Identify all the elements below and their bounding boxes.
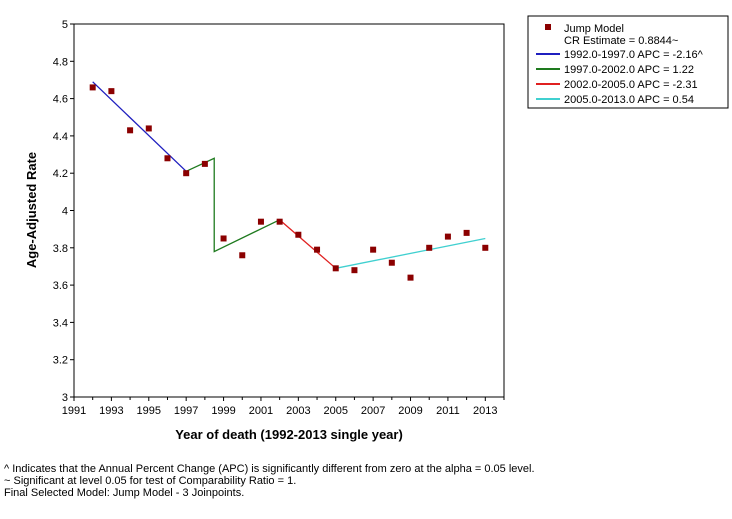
y-tick-label: 4.6 [53,94,68,106]
x-tick-label: 1991 [62,405,86,417]
data-point [201,160,208,167]
y-tick-label: 4.8 [53,56,68,68]
legend-label-segment-1: 1992.0-1997.0 APC = -2.16^ [564,49,704,61]
y-tick-label: 4.2 [53,168,68,180]
footnote-model: Final Selected Model: Jump Model - 3 Joi… [4,487,245,499]
data-point [444,233,451,240]
data-point [239,252,246,259]
data-point [332,265,339,272]
data-point [127,127,134,134]
legend-label-segment-2: 1997.0-2002.0 APC = 1.22 [564,64,694,76]
x-axis-ticks: 1991 1993 1995 1997 1999 2001 2003 2005 2007 2009… [62,397,505,417]
data-point [183,170,190,177]
x-tick-label: 2001 [249,405,273,417]
y-axis-label: Age-Adjusted Rate [24,152,39,268]
legend-label-segment-4: 2005.0-2013.0 APC = 0.54 [564,94,694,106]
y-tick-label: 4 [62,206,68,218]
data-point [257,218,264,225]
x-tick-label: 2009 [398,405,422,417]
data-point [351,267,358,274]
trend-segment-3 [279,219,337,269]
plot-area [73,23,505,398]
y-tick-label: 3.8 [53,243,68,255]
data-point [426,244,433,251]
y-tick-label: 3.2 [53,355,68,367]
legend-box [527,15,729,109]
data-point [164,155,171,162]
x-tick-label: 2011 [436,405,460,417]
observed-points [89,84,489,281]
legend-marker-observed [545,24,551,30]
legend-title: Jump Model [564,23,624,35]
data-point [145,125,152,132]
footnote-apc: ^ Indicates that the Annual Percent Chan… [4,463,535,475]
y-axis-ticks: 3 3.2 3.4 3.6 3.8 4 4.2 4.4 4.6 4.8 5 [53,19,74,404]
data-point [276,218,283,225]
y-tick-label: 3.4 [53,317,68,329]
x-tick-label: 2003 [286,405,310,417]
x-tick-label: 1993 [99,405,123,417]
x-tick-label: 1999 [211,405,235,417]
trend-segments [92,81,486,269]
trend-segment-1 [92,81,187,172]
x-tick-label: 1997 [174,405,198,417]
y-tick-label: 4.4 [53,131,68,143]
data-point [220,235,227,242]
footnote-cr: ~ Significant at level 0.05 for test of … [4,475,297,487]
data-point [314,246,321,253]
legend: Jump Model CR Estimate = 0.8844~ 1992.0-… [527,15,729,109]
footnotes: ^ Indicates that the Annual Percent Chan… [4,463,535,499]
data-point [108,88,115,95]
data-point [388,259,395,266]
x-tick-label: 2013 [473,405,497,417]
y-tick-label: 3 [62,392,68,404]
legend-label-segment-3: 2002.0-2005.0 APC = -2.31 [564,79,698,91]
trend-segment-4 [335,237,486,269]
y-tick-label: 5 [62,19,68,31]
joinpoint-chart: 3 3.2 3.4 3.6 3.8 4 4.2 4.4 4.6 4.8 5 1991 1993 1995… [24,15,729,442]
x-tick-label: 1995 [137,405,161,417]
data-point [407,274,414,281]
legend-cr-estimate: CR Estimate = 0.8844~ [564,35,678,47]
x-tick-label: 2007 [361,405,385,417]
trend-segment-2 [185,157,280,253]
x-tick-label: 2005 [323,405,347,417]
data-point [463,229,470,236]
data-point [370,246,377,253]
data-point [482,244,489,251]
x-axis-label: Year of death (1992-2013 single year) [175,427,403,442]
data-point [89,84,96,91]
data-point [295,231,302,238]
y-tick-label: 3.6 [53,280,68,292]
